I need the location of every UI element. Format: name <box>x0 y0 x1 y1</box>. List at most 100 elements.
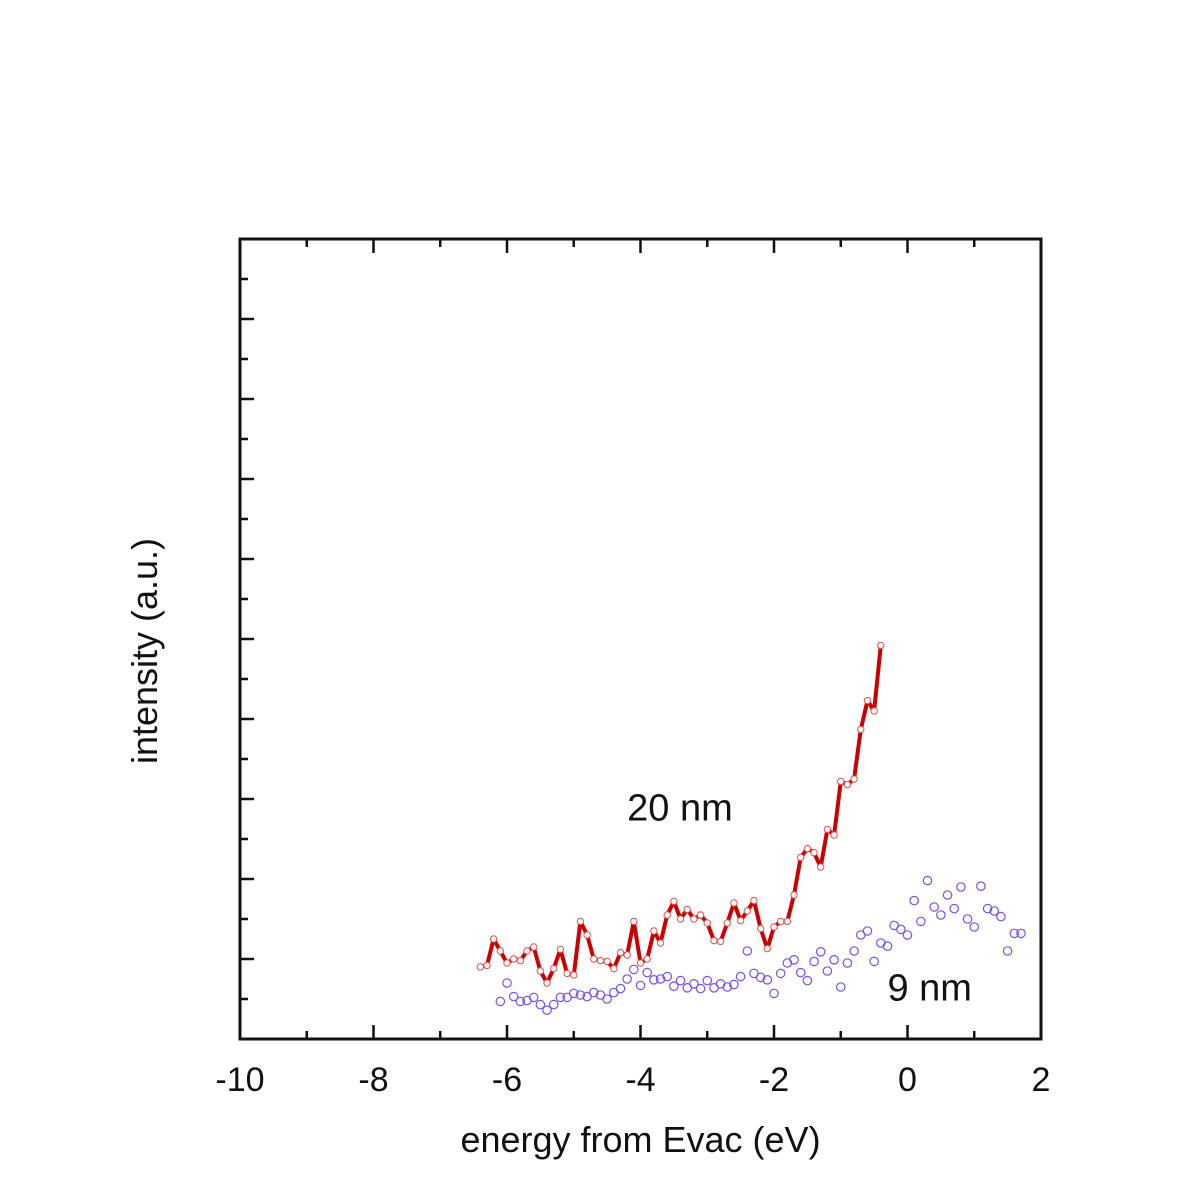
data-point <box>815 946 826 957</box>
data-point <box>536 967 545 975</box>
data-point <box>843 780 852 789</box>
y-axis-label: intensity (a.u.) <box>124 538 165 764</box>
x-tick-label: 2 <box>1032 1061 1051 1099</box>
data-point <box>596 956 605 965</box>
data-point <box>523 947 531 955</box>
data-point <box>489 935 498 943</box>
data-point <box>1002 946 1013 956</box>
data-point <box>776 917 785 926</box>
data-point <box>710 936 718 945</box>
data-point <box>528 992 539 1003</box>
data-point <box>703 919 711 927</box>
data-point <box>550 964 558 973</box>
data-point <box>568 988 579 999</box>
data-point <box>956 882 966 892</box>
x-tick-label: 0 <box>898 1061 917 1099</box>
data-point <box>962 914 973 924</box>
data-point <box>502 978 512 988</box>
data-point <box>775 968 786 979</box>
data-point <box>662 971 672 982</box>
data-point <box>722 982 733 992</box>
data-point <box>803 844 812 853</box>
data-point <box>817 863 825 871</box>
data-point <box>736 916 745 925</box>
data-point <box>783 917 792 926</box>
data-point <box>623 951 631 959</box>
data-point <box>929 902 939 912</box>
data-point <box>603 957 611 966</box>
data-point <box>810 848 818 857</box>
data-point <box>829 954 839 965</box>
labels: -10 -8 -6 -4 -2 0 2 energy from Evac (eV) intens… <box>124 538 1050 1160</box>
data-point <box>643 955 651 963</box>
data-point <box>642 967 652 978</box>
data-point <box>755 972 766 983</box>
data-point <box>670 897 678 906</box>
data-point <box>949 903 960 914</box>
axes <box>238 237 1043 1041</box>
data-point <box>969 922 980 932</box>
data-point <box>882 941 893 951</box>
data-point <box>635 980 646 991</box>
data-point <box>822 966 833 976</box>
data-point <box>555 992 566 1003</box>
data-point <box>615 983 626 994</box>
data-point <box>556 945 565 954</box>
data-point <box>936 910 946 920</box>
series-0-marks <box>476 641 885 987</box>
data-point <box>588 987 599 998</box>
x-tick-label: -2 <box>759 1061 789 1099</box>
data-point <box>576 917 585 926</box>
data-point <box>676 915 685 923</box>
data-point <box>850 775 858 783</box>
data-point <box>877 641 885 650</box>
series-annotation: 9 nm <box>887 968 971 1010</box>
data-point <box>476 963 484 971</box>
data-point <box>743 907 751 915</box>
data-point <box>496 947 505 955</box>
data-point <box>830 831 838 839</box>
data-point <box>809 956 819 967</box>
data-point <box>543 979 551 987</box>
data-point <box>842 958 853 968</box>
data-point <box>982 903 993 914</box>
data-point <box>663 911 671 919</box>
data-point <box>869 956 879 967</box>
data-point <box>902 930 913 940</box>
data-point <box>942 890 953 900</box>
data-point <box>630 917 638 926</box>
data-point <box>535 999 546 1010</box>
data-point <box>857 725 865 734</box>
x-tick-label: -6 <box>492 1061 522 1099</box>
data-point <box>989 906 1000 916</box>
data-point <box>575 990 586 1000</box>
data-point <box>922 875 933 886</box>
data-point <box>763 944 772 953</box>
data-point <box>583 931 591 939</box>
data-point <box>762 974 773 985</box>
data-point <box>770 923 778 931</box>
data-point <box>669 981 679 991</box>
data-point <box>636 959 645 967</box>
data-point <box>602 994 612 1004</box>
data-point <box>516 956 525 965</box>
data-point <box>509 955 518 963</box>
data-point <box>723 919 731 927</box>
data-point <box>742 946 753 956</box>
x-tick-label: -4 <box>625 1061 655 1099</box>
data-point <box>870 707 878 715</box>
data-point <box>750 896 758 905</box>
data-point <box>590 955 598 963</box>
data-point <box>1009 928 1020 939</box>
data-point <box>495 996 506 1007</box>
data-point <box>802 975 813 986</box>
data-point <box>570 971 578 979</box>
data-point <box>622 974 632 984</box>
data-point <box>730 899 738 907</box>
data-point <box>795 967 806 978</box>
data-point <box>656 939 665 947</box>
data-point <box>695 983 706 994</box>
data-point <box>863 696 872 705</box>
data-point <box>542 1005 552 1015</box>
